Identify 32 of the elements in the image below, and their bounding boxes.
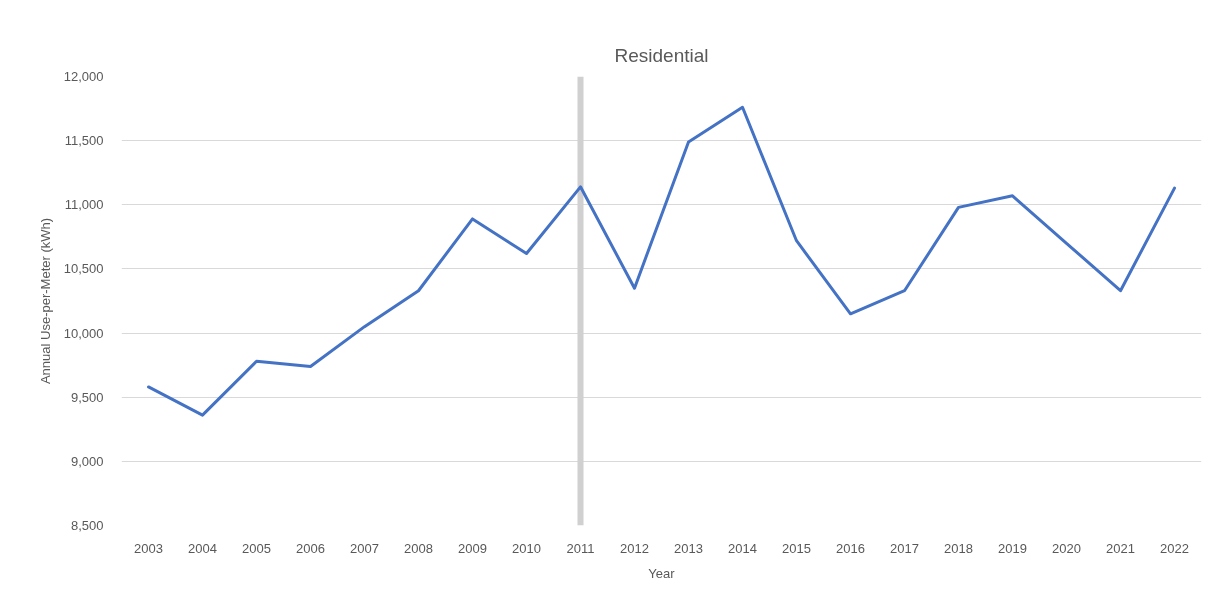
x-tick-label: 2016 <box>836 540 865 556</box>
line-series <box>147 105 1176 417</box>
x-tick-label: 2009 <box>458 540 487 556</box>
x-tick-label: 2013 <box>674 540 703 556</box>
x-axis-title: Year <box>648 565 676 581</box>
x-tick-label: 2020 <box>1052 540 1081 556</box>
x-tick-label: 2004 <box>188 540 217 556</box>
x-tick-label: 2019 <box>998 540 1027 556</box>
y-tick-label: 9,500 <box>70 389 104 405</box>
y-tick-label: 12,000 <box>63 69 104 84</box>
x-tick-label: 2021 <box>1106 540 1135 556</box>
x-tick-label: 2015 <box>782 540 811 556</box>
x-tick-label: 2005 <box>242 540 271 556</box>
x-tick-label: 2022 <box>1160 540 1189 556</box>
x-tick-label: 2007 <box>350 540 379 556</box>
y-tick-label: 8,500 <box>70 518 104 533</box>
y-tick-label: 9,000 <box>70 453 104 469</box>
x-tick-label: 2010 <box>512 540 541 556</box>
y-tick-label: 11,500 <box>64 133 104 149</box>
x-tick-label: 2012 <box>620 540 649 556</box>
y-tick-label: 10,500 <box>63 261 104 277</box>
chart-title: Residential <box>614 44 709 66</box>
x-tick-label: 2003 <box>134 540 163 556</box>
x-tick-label: 2018 <box>944 540 973 556</box>
y-axis-title: Annual Use-per-Meter (kWh) <box>37 217 53 385</box>
x-tick-label: 2017 <box>890 540 919 556</box>
x-tick-label: 2011 <box>566 540 595 556</box>
y-tick-label: 11,000 <box>64 197 104 213</box>
x-tick-label: 2006 <box>296 540 325 556</box>
y-tick-label: 10,000 <box>63 325 104 341</box>
x-tick-label: 2008 <box>404 540 433 556</box>
x-tick-label: 2014 <box>728 540 757 556</box>
